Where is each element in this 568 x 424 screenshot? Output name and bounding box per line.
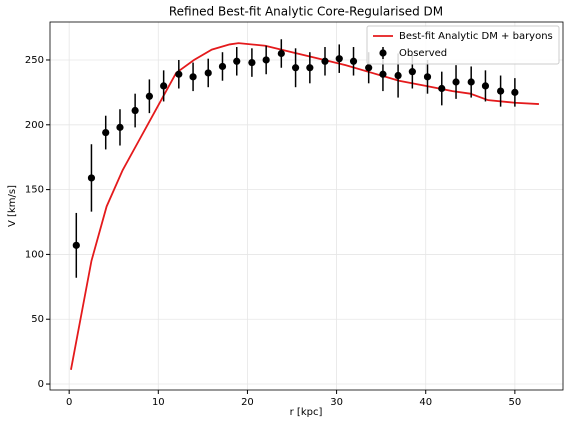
data-point xyxy=(131,106,139,115)
data-point xyxy=(160,82,168,90)
y-tick-label: 150 xyxy=(25,185,44,196)
y-tick-label: 250 xyxy=(25,55,44,66)
x-tick-label: 0 xyxy=(66,397,72,408)
data-point xyxy=(145,92,153,100)
data-point xyxy=(365,64,373,72)
data-point xyxy=(423,73,432,81)
data-point xyxy=(438,84,446,93)
fit-line xyxy=(70,42,539,370)
data-point xyxy=(291,64,300,72)
plot-frame xyxy=(49,21,564,391)
y-tick-label: 0 xyxy=(38,379,44,390)
data-point xyxy=(116,123,124,131)
data-point xyxy=(497,87,505,95)
data-point xyxy=(189,73,197,81)
data-point xyxy=(248,58,256,67)
data-point xyxy=(452,78,460,86)
data-point xyxy=(394,71,402,80)
y-tick-label: 100 xyxy=(25,249,44,260)
x-tick-label: 40 xyxy=(419,397,432,408)
data-point xyxy=(321,57,329,65)
x-axis-label: r [kpc] xyxy=(290,407,323,418)
x-tick-label: 50 xyxy=(508,397,521,408)
legend-label: Best-fit Analytic DM + baryons xyxy=(399,31,553,42)
data-point xyxy=(349,57,358,65)
legend-label: Observed xyxy=(399,48,447,59)
data-point xyxy=(408,68,416,76)
data-point xyxy=(102,128,110,137)
data-point xyxy=(218,62,227,71)
data-point xyxy=(335,55,343,63)
data-point xyxy=(233,57,241,65)
data-point xyxy=(511,88,519,96)
data-point xyxy=(277,49,285,58)
data-point xyxy=(87,174,96,182)
data-point xyxy=(204,69,212,77)
data-point xyxy=(306,64,314,72)
data-point xyxy=(175,70,183,78)
chart-title: Refined Best-fit Analytic Core-Regularis… xyxy=(169,5,443,19)
data-point xyxy=(72,241,80,249)
y-tick-label: 200 xyxy=(25,120,44,131)
data-point xyxy=(481,82,490,90)
y-tick-label: 50 xyxy=(31,314,44,325)
x-tick-label: 30 xyxy=(330,397,343,408)
legend-marker xyxy=(379,49,387,57)
x-tick-label: 20 xyxy=(241,397,254,408)
x-tick-label: 10 xyxy=(152,397,165,408)
data-point xyxy=(379,70,387,78)
data-point xyxy=(467,78,475,86)
legend: Best-fit Analytic DM + baryons Observed xyxy=(366,25,560,65)
y-axis-label: V [km/s] xyxy=(7,185,18,227)
data-point xyxy=(262,56,270,64)
legend-box xyxy=(366,25,560,65)
